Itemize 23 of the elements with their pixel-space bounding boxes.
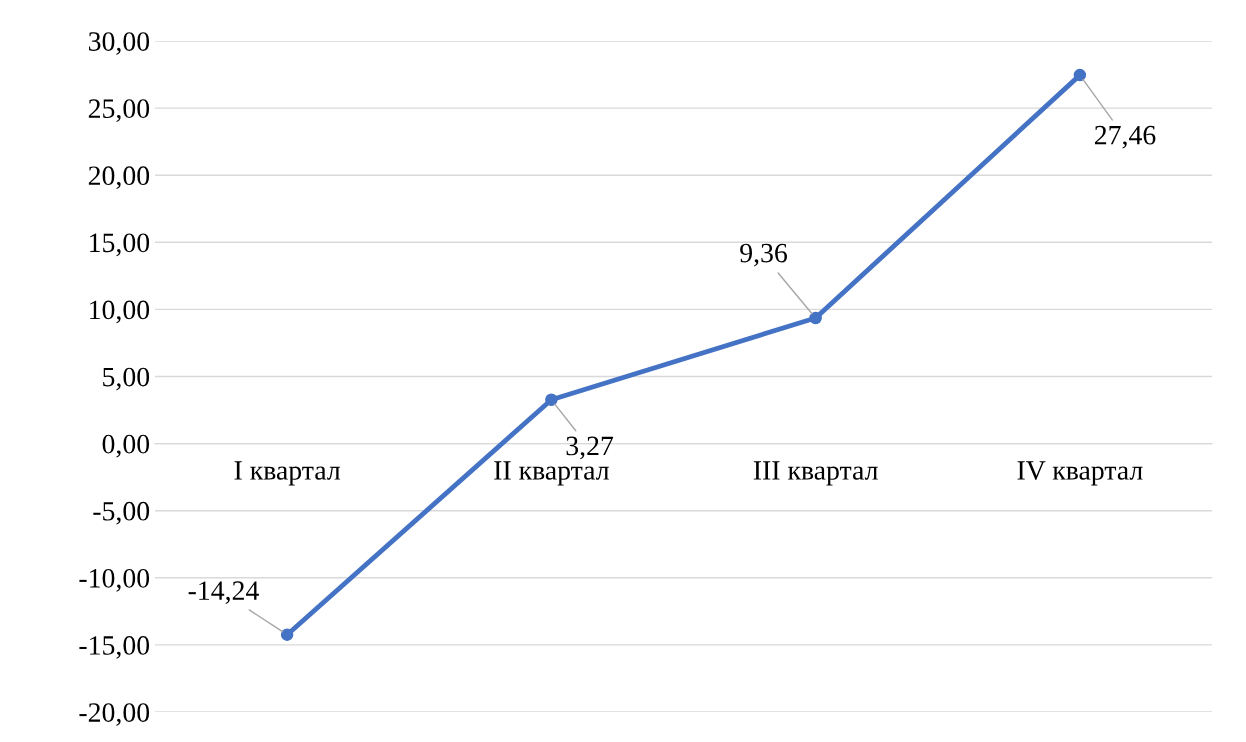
x-tick-label: III квартал: [753, 461, 878, 486]
y-tick-label: 10,00: [90, 300, 150, 324]
point: [280, 628, 294, 641]
y-tick-label: -5,00: [93, 501, 150, 525]
point: [545, 393, 558, 406]
y-tick-label: -20,00: [79, 703, 150, 726]
point: [1073, 68, 1087, 82]
y-tick-label: 15,00: [90, 233, 150, 257]
data-label: -14,24: [188, 581, 259, 604]
y-tick-label: -15,00: [79, 636, 150, 659]
x-tick-label: II квартал: [494, 461, 609, 486]
data-label: 9,36: [740, 243, 788, 267]
data-label: 3,27: [566, 436, 614, 460]
y-tick-label: 20,00: [88, 166, 150, 190]
y-tick-label: 0,00: [102, 434, 150, 458]
data-label: 27,46: [1094, 125, 1156, 149]
y-tick-label: -10,00: [79, 568, 150, 592]
y-tick-label: 25,00: [88, 99, 150, 123]
point: [809, 311, 822, 325]
x-tick-label: I квартал: [234, 461, 341, 486]
y-tick-label: 5,00: [103, 367, 150, 391]
y-tick-label: 30,00: [88, 32, 150, 55]
x-tick-label: IV квартал: [1017, 461, 1143, 486]
